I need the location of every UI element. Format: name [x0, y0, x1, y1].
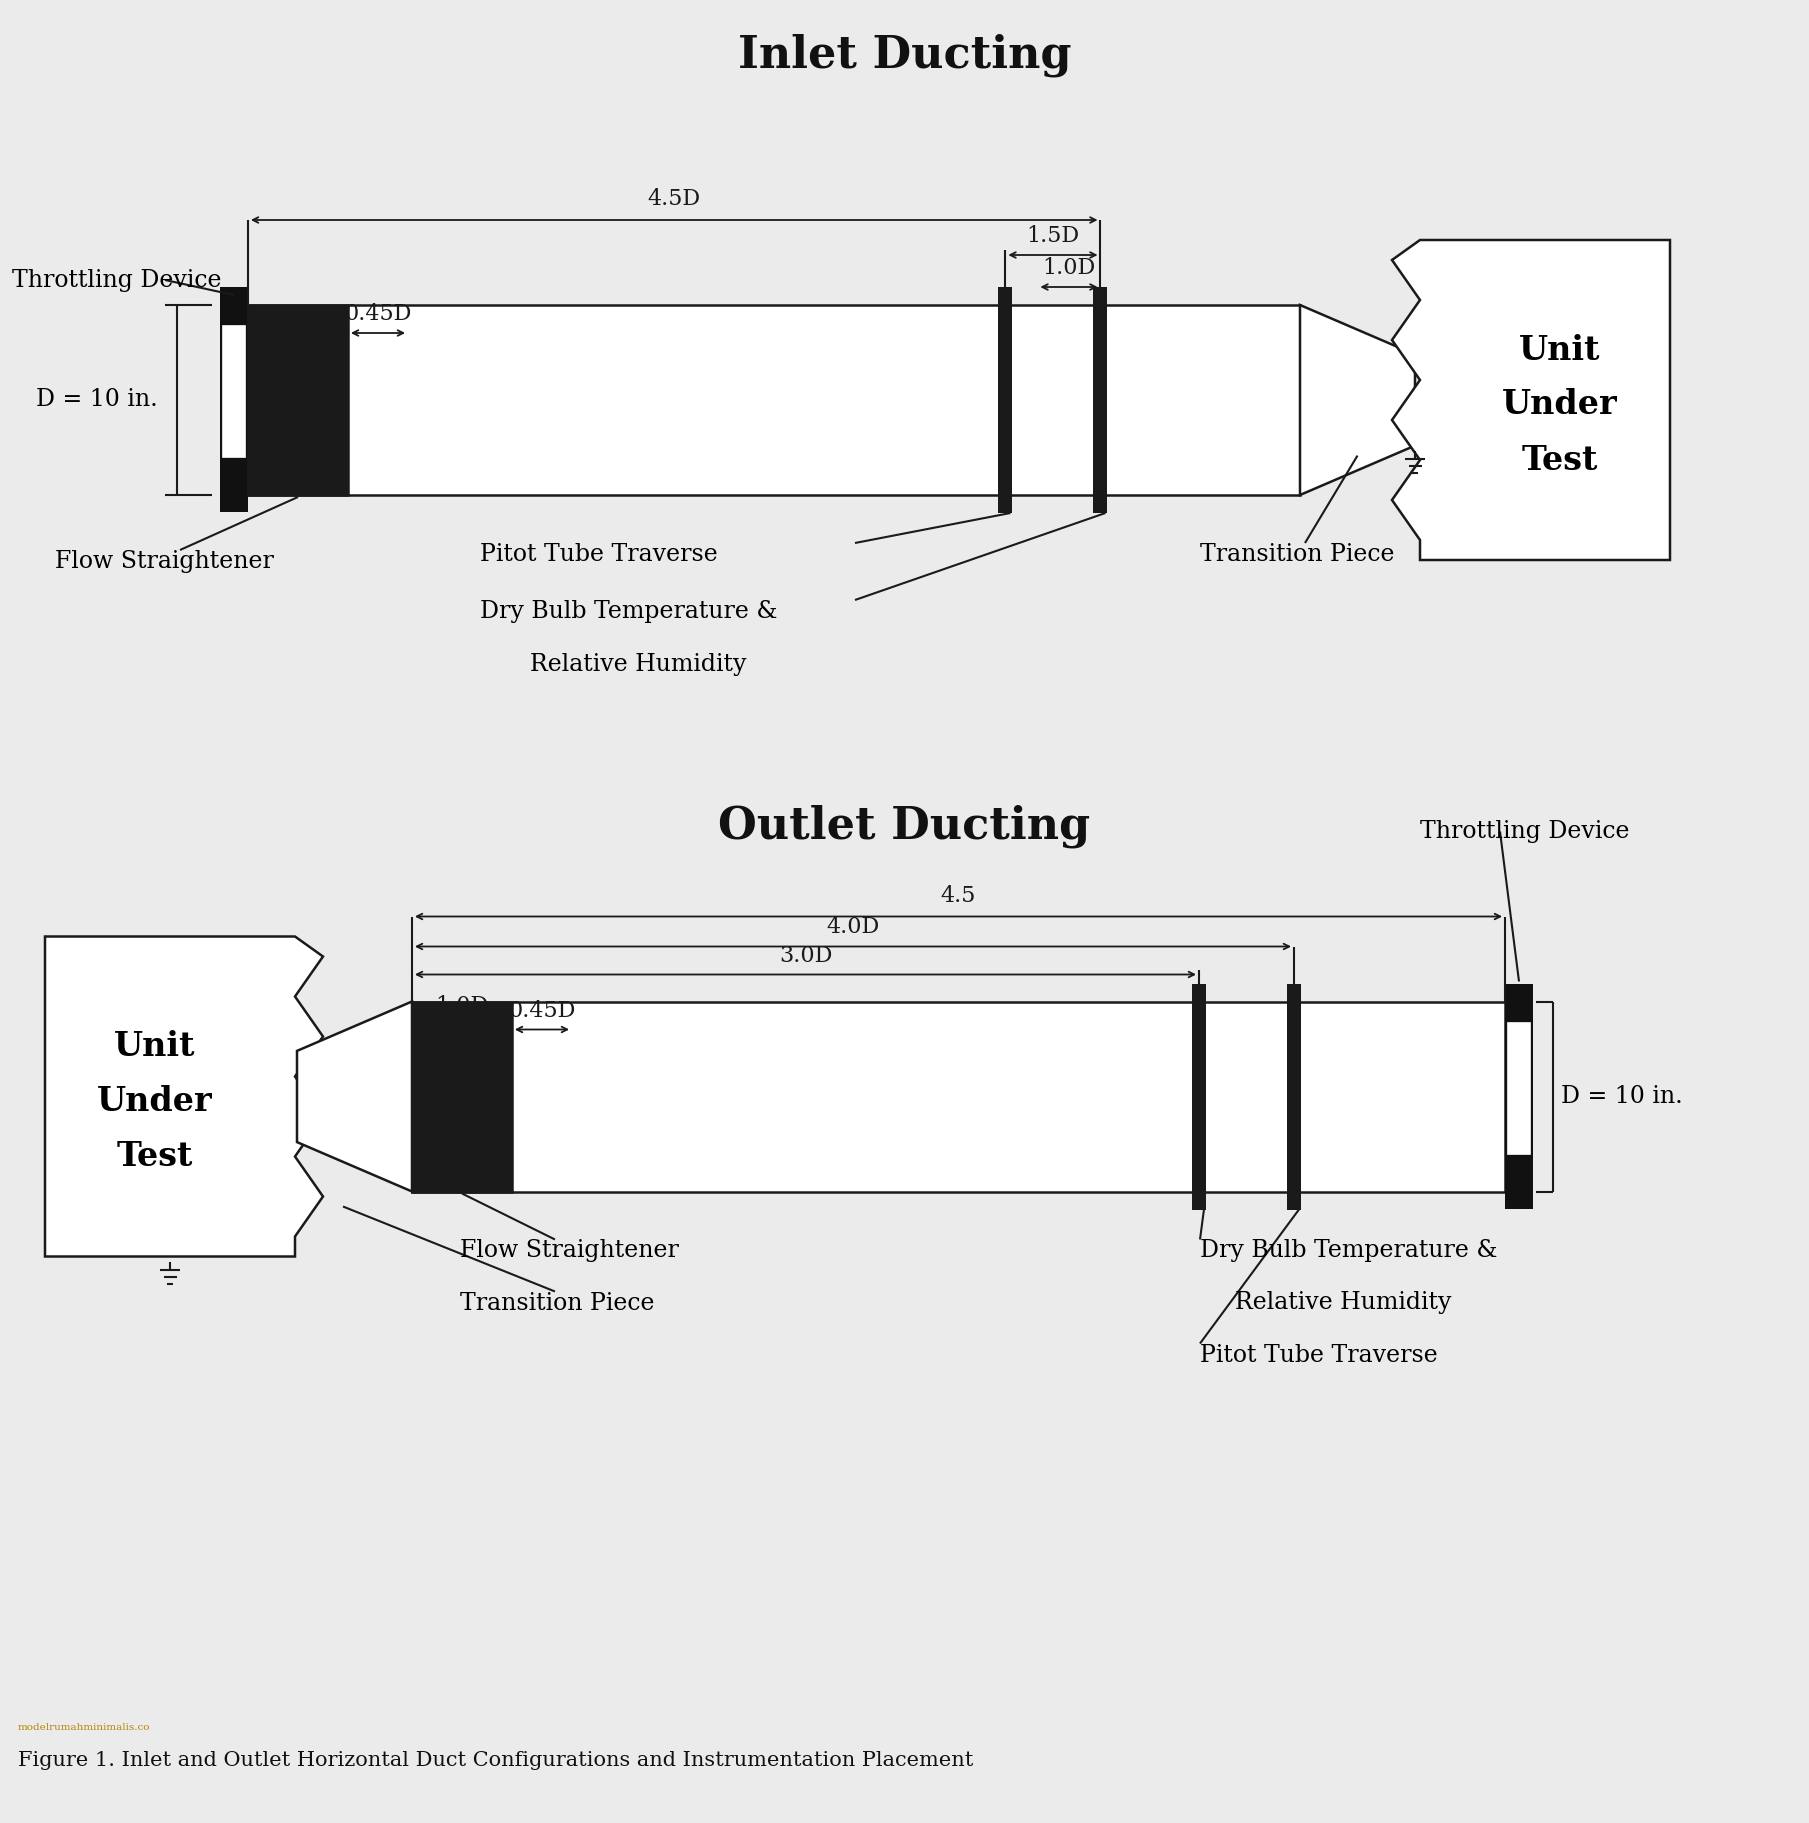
Text: Outlet Ducting: Outlet Ducting: [718, 804, 1091, 848]
Text: 4.0D: 4.0D: [827, 917, 879, 939]
Polygon shape: [1301, 304, 1415, 496]
Text: Dry Bulb Temperature &: Dry Bulb Temperature &: [1199, 1240, 1498, 1263]
Text: D = 10 in.: D = 10 in.: [36, 388, 157, 412]
Bar: [248, 304, 347, 496]
Text: 3.0D: 3.0D: [780, 944, 832, 966]
Text: Figure 1. Inlet and Outlet Horizontal Duct Configurations and Instrumentation Pl: Figure 1. Inlet and Outlet Horizontal Du…: [18, 1752, 973, 1770]
Bar: [999, 286, 1013, 512]
Text: 0.45D: 0.45D: [508, 999, 575, 1021]
Text: 4.5D: 4.5D: [648, 188, 700, 210]
Text: D = 10 in.: D = 10 in.: [1561, 1085, 1682, 1108]
Text: Relative Humidity: Relative Humidity: [1236, 1291, 1451, 1314]
Text: Pitot Tube Traverse: Pitot Tube Traverse: [1199, 1344, 1438, 1367]
Text: Unit: Unit: [114, 1030, 195, 1063]
Bar: [1093, 286, 1107, 512]
Bar: [412, 1001, 512, 1192]
Polygon shape: [45, 937, 324, 1256]
Text: Test: Test: [1521, 443, 1597, 476]
Bar: [1505, 983, 1532, 1209]
Text: Under: Under: [98, 1085, 213, 1117]
Polygon shape: [1391, 241, 1670, 560]
Text: Flow Straightener: Flow Straightener: [459, 1240, 678, 1263]
Text: 1.0D: 1.0D: [1042, 257, 1096, 279]
Bar: [221, 286, 248, 512]
Text: 1.0D: 1.0D: [436, 995, 488, 1017]
Text: Unit: Unit: [1520, 334, 1601, 366]
Bar: [1286, 983, 1301, 1209]
Bar: [1509, 1023, 1530, 1154]
Text: Pitot Tube Traverse: Pitot Tube Traverse: [479, 543, 718, 565]
Bar: [248, 304, 1301, 496]
Text: Relative Humidity: Relative Humidity: [530, 653, 747, 676]
Text: Transition Piece: Transition Piece: [459, 1291, 655, 1314]
Text: Test: Test: [118, 1139, 194, 1172]
Text: Dry Bulb Temperature &: Dry Bulb Temperature &: [479, 600, 778, 623]
Text: 1.5D: 1.5D: [1026, 224, 1080, 246]
Text: Throttling Device: Throttling Device: [1420, 820, 1630, 842]
Text: Transition Piece: Transition Piece: [1199, 543, 1395, 565]
Bar: [223, 326, 244, 458]
Text: Under: Under: [1501, 388, 1617, 421]
Bar: [1192, 983, 1207, 1209]
Text: modelrumahminimalis.co: modelrumahminimalis.co: [18, 1723, 150, 1732]
Text: 4.5: 4.5: [941, 884, 977, 906]
Bar: [412, 1001, 1505, 1192]
Text: 0.45D: 0.45D: [344, 303, 412, 324]
Text: Flow Straightener: Flow Straightener: [54, 551, 273, 572]
Polygon shape: [297, 1001, 412, 1192]
Text: Inlet Ducting: Inlet Ducting: [738, 33, 1071, 77]
Text: Throttling Device: Throttling Device: [13, 268, 221, 292]
